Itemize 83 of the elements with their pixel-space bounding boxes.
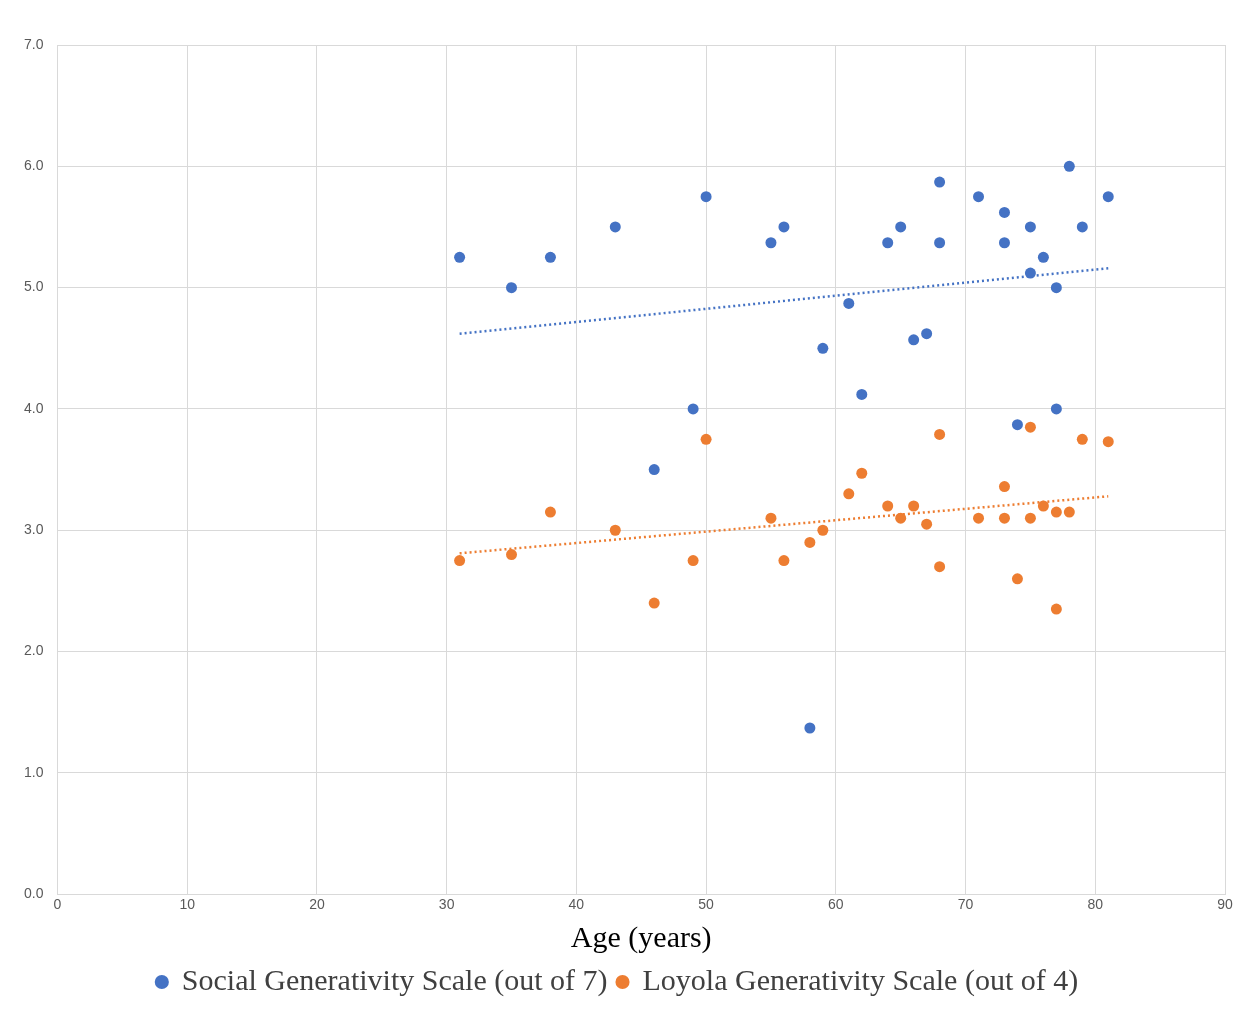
point (998, 237, 1010, 249)
x-tick-label: 30 (438, 896, 455, 913)
point (609, 221, 621, 233)
y-tick-label: 1.0 (23, 763, 44, 780)
point (882, 500, 894, 512)
point (895, 221, 907, 233)
point (1102, 436, 1114, 448)
y-tick-label: 5.0 (23, 278, 44, 295)
x-tick-label: 0 (53, 896, 62, 913)
point (1024, 421, 1036, 433)
point (804, 536, 816, 548)
x-tick-label: 50 (698, 896, 715, 913)
x-tick-label: 20 (309, 896, 325, 913)
point (921, 518, 933, 530)
x-tick-label: 10 (179, 896, 196, 913)
y-tick-label: 6.0 (23, 157, 44, 174)
y-tick-label: 7.0 (23, 35, 44, 52)
point (856, 467, 868, 479)
point (700, 433, 712, 445)
point (700, 191, 712, 203)
point (921, 328, 933, 340)
point (973, 512, 985, 524)
x-tick-label: 80 (1087, 896, 1104, 913)
point (1050, 506, 1062, 518)
point (454, 251, 466, 263)
point (544, 251, 556, 263)
point (1076, 221, 1088, 233)
y-tick-label: 4.0 (23, 399, 44, 416)
point (1011, 573, 1023, 585)
point (1076, 433, 1088, 445)
legend-label: Social Generativity Scale (out of 7) (181, 962, 608, 997)
point (544, 506, 556, 518)
point (908, 334, 920, 346)
point (998, 481, 1010, 493)
point (1037, 251, 1049, 263)
point (1102, 191, 1114, 203)
y-tick-label: 3.0 (23, 521, 44, 538)
point (506, 282, 518, 294)
point (908, 500, 920, 512)
point (765, 237, 777, 249)
y-tick-label: 2.0 (23, 642, 44, 659)
point (843, 297, 855, 309)
point (882, 237, 894, 249)
point (998, 206, 1010, 218)
x-axis-title: Age (years) (570, 919, 712, 954)
point (1050, 603, 1062, 615)
point (506, 549, 518, 561)
x-tick-label: 70 (957, 896, 974, 913)
point (648, 597, 660, 609)
point (817, 342, 829, 354)
point (998, 512, 1010, 524)
point (1011, 419, 1023, 431)
point (843, 488, 855, 500)
point (817, 524, 829, 536)
point (856, 388, 868, 400)
x-tick-label: 90 (1217, 896, 1233, 913)
point (1063, 506, 1075, 518)
point (765, 512, 777, 524)
point (778, 555, 790, 567)
y-tick-label: 0.0 (23, 885, 44, 902)
point (687, 555, 699, 567)
point (648, 464, 660, 476)
point (934, 561, 946, 573)
point (1024, 512, 1036, 524)
point (609, 524, 621, 536)
point (687, 403, 699, 415)
point (1050, 282, 1062, 294)
x-tick-label: 40 (568, 896, 585, 913)
point (934, 237, 946, 249)
point (778, 221, 790, 233)
point (454, 555, 466, 567)
x-tick-label: 60 (828, 896, 844, 913)
point (1063, 160, 1075, 172)
point (934, 428, 946, 440)
point (1024, 221, 1036, 233)
point (934, 176, 946, 188)
point (1037, 500, 1049, 512)
point (973, 191, 985, 203)
point (1050, 403, 1062, 415)
legend-label: Loyola Generativity Scale (out of 4) (642, 962, 1079, 997)
point (1024, 267, 1036, 279)
point (895, 512, 907, 524)
point (804, 722, 816, 734)
